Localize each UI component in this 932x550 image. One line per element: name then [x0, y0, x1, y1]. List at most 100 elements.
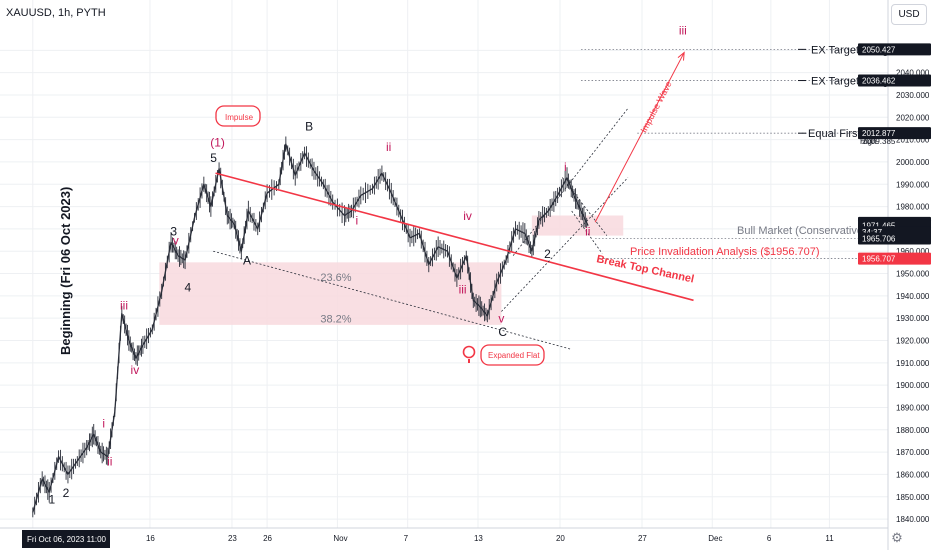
channel-line-mini-lower	[571, 210, 603, 254]
y-tick-label: 1940.000	[896, 292, 930, 301]
expanded-flat-badge: Expanded Flat	[480, 344, 545, 366]
y-tick-label: 2000.000	[896, 158, 930, 167]
price-tag-bg	[858, 43, 931, 56]
candle-wicks	[32, 136, 588, 518]
resistance-zone	[531, 215, 624, 236]
price-tag-label: 2036.462	[862, 77, 896, 86]
price-tag-bg	[858, 252, 931, 265]
y-tick-label: 1840.000	[896, 515, 930, 524]
x-tick-label: Dec	[708, 534, 722, 543]
price-tag-label: 1956.707	[862, 255, 896, 264]
y-tick-label: 2030.000	[896, 91, 930, 100]
impulse-badge: Impulse	[215, 105, 261, 127]
price-tags: 2050.4272036.4622012.877High2009.385XAUU…	[858, 43, 931, 265]
wave-label: 4	[184, 280, 191, 294]
wave-label: v	[498, 312, 504, 326]
wave-label: iv	[463, 209, 472, 223]
price-tag-bg	[858, 74, 931, 87]
y-tick-label: 1850.000	[896, 493, 930, 502]
wave-label: iii	[679, 24, 687, 38]
wave-label: ii	[107, 455, 112, 469]
y-tick-label: 2010.000	[896, 136, 930, 145]
side-vertical-label: Beginning (Fri 06 Oct 2023)	[58, 187, 73, 355]
price-tag-label: 2009.385	[862, 137, 896, 146]
fib-retracement-zone	[159, 262, 502, 325]
wave-label: iv	[131, 363, 140, 377]
x-cursor-bg	[22, 530, 110, 548]
price-tag-label: 1971.465	[862, 222, 896, 231]
expanded-flat-text: Expanded Flat	[488, 351, 540, 360]
y-tick-label: 1890.000	[896, 403, 930, 412]
lower-trendline	[213, 250, 572, 350]
y-tick-label: 1960.000	[896, 247, 930, 256]
impulse-badge-text: Impulse	[225, 113, 254, 122]
x-tick-label: 13	[474, 534, 483, 543]
channel-line-lower	[501, 177, 629, 312]
wave-label: 3	[170, 225, 177, 239]
wave-label: A	[243, 254, 251, 268]
x-tick-label: 26	[263, 534, 272, 543]
y-tick-label: 1870.000	[896, 448, 930, 457]
x-axis-ticks: 16 23 26 Nov 7 13 20 27 Dec 6 11	[146, 534, 834, 543]
fib-level-label: 23.6%	[320, 272, 351, 284]
wave-label: ii	[386, 140, 391, 154]
y-tick-label: 2040.000	[896, 69, 930, 78]
wave-label: i	[355, 213, 358, 227]
settings-gear-icon[interactable]: ⚙	[891, 530, 903, 545]
impulse-wave-label: Impulse Wave	[639, 79, 674, 134]
fib-level-label: 38.2%	[320, 314, 351, 326]
y-tick-label: 1990.000	[896, 180, 930, 189]
y-tick-label: 1910.000	[896, 359, 930, 368]
break-top-trendline	[215, 172, 694, 302]
wave-label: 5	[210, 151, 217, 165]
channel-line-upper	[512, 108, 629, 256]
wave-label: iii	[120, 298, 128, 312]
price-tag-label: 1965.706	[862, 234, 896, 243]
wave-label: 1	[49, 492, 56, 506]
lightbulb-icon	[462, 345, 476, 363]
symbol-title: XAUUSD, 1h, PYTH	[6, 7, 106, 19]
wave-label: B	[305, 120, 313, 134]
price-tag-bg	[858, 127, 931, 140]
wave-label: ii	[585, 225, 590, 239]
wave-label: i	[564, 160, 567, 174]
x-tick-label: 16	[146, 534, 155, 543]
currency-button[interactable]: USD	[891, 4, 927, 25]
x-tick-label: Nov	[333, 534, 347, 543]
channel-line-mini-upper	[562, 177, 608, 236]
y-tick-label: 1950.000	[896, 270, 930, 279]
wave-label: (1)	[210, 135, 225, 149]
y-tick-label: 1920.000	[896, 337, 930, 346]
wave-label: i	[102, 417, 105, 431]
projection-arrow-line	[594, 52, 685, 223]
wave-label: iii	[459, 283, 467, 297]
break-top-channel-label: Break Top Channel	[595, 253, 695, 285]
x-cursor-label: Fri Oct 06, 2023 11:00	[27, 535, 107, 544]
projection-arrow-head	[677, 51, 685, 61]
x-tick-label: 11	[825, 534, 834, 543]
price-tag-label: 2012.877	[862, 129, 896, 138]
y-tick-label: 1860.000	[896, 470, 930, 479]
expanded-flat-box	[480, 344, 545, 366]
y-tick-label: 1980.000	[896, 203, 930, 212]
y-axis-ticks: 1840.000 1850.000 1860.000 1870.000 1880.000…	[896, 46, 930, 524]
wave-label: 2	[63, 486, 70, 500]
x-tick-label: 20	[556, 534, 565, 543]
bull-market-label: Bull Market (Conservative IDEA)	[737, 225, 895, 237]
y-tick-label: 1880.000	[896, 426, 930, 435]
impulse-badge-box	[215, 105, 261, 127]
x-tick-label: 23	[228, 534, 237, 543]
price-tag-bg	[858, 232, 931, 245]
price-tag-label: 2050.427	[862, 45, 896, 54]
wave-label: v	[173, 234, 179, 248]
x-tick-label: 6	[767, 534, 772, 543]
y-tick-label: 2020.000	[896, 113, 930, 122]
price-invalidation-label: Price Invalidation Analysis ($1956.707)	[630, 246, 820, 258]
y-tick-label: 1930.000	[896, 314, 930, 323]
x-tick-label: 27	[638, 534, 647, 543]
wave-label: 2	[544, 247, 551, 261]
y-tick-label: 1900.000	[896, 381, 930, 390]
price-tag-label: High	[860, 137, 876, 146]
wave-label: C	[498, 325, 507, 339]
